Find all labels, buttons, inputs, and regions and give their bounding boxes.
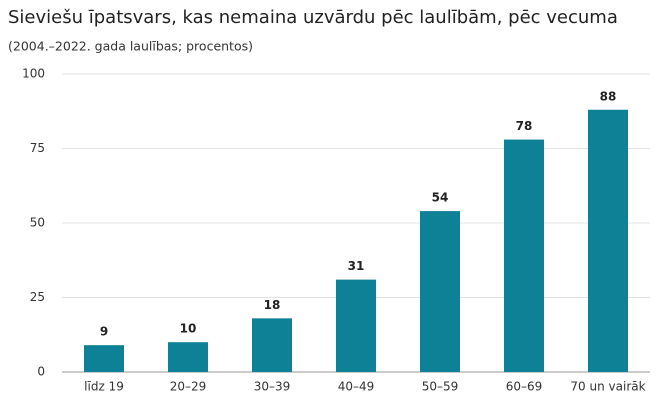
y-tick-label: 25 xyxy=(30,290,45,304)
bar xyxy=(420,211,460,372)
bar xyxy=(252,318,292,372)
y-tick-label: 100 xyxy=(22,67,45,81)
bar xyxy=(588,109,628,372)
y-tick-label: 0 xyxy=(37,365,45,379)
x-tick-label: 60–69 xyxy=(506,380,543,394)
data-label: 9 xyxy=(100,325,108,339)
data-label: 88 xyxy=(600,89,617,103)
y-tick-label: 50 xyxy=(30,216,45,230)
data-label: 10 xyxy=(180,322,197,336)
x-tick-label: 20–29 xyxy=(170,380,207,394)
x-tick-label: 40–49 xyxy=(338,380,375,394)
data-label: 18 xyxy=(264,298,281,312)
data-label: 78 xyxy=(516,119,533,133)
chart-subtitle: (2004.–2022. gada laulības; procentos) xyxy=(8,39,253,54)
x-tick-label: 50–59 xyxy=(422,380,459,394)
bar xyxy=(336,279,376,372)
x-tick-label: līdz 19 xyxy=(84,380,124,394)
bar xyxy=(84,345,124,372)
y-tick-label: 75 xyxy=(30,141,45,155)
bar xyxy=(504,139,544,372)
x-tick-label: 70 un vairāk xyxy=(570,380,645,394)
data-label: 31 xyxy=(348,259,365,273)
bar xyxy=(168,342,208,372)
data-label: 54 xyxy=(432,191,449,205)
x-tick-label: 30–39 xyxy=(254,380,291,394)
chart-title: Sieviešu īpatsvars, kas nemaina uzvārdu … xyxy=(8,7,618,28)
